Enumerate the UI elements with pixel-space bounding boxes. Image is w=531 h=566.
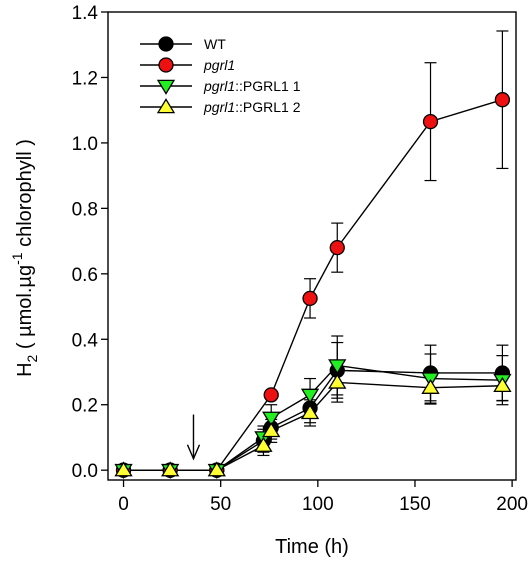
legend-label: pgrl1::PGRL1 1 [203,78,301,94]
legend-marker [158,57,174,73]
y-tick-label: 0.2 [72,396,98,417]
data-point [494,92,511,108]
legend-label-part: ::PGRL1 2 [235,99,301,115]
legend-label-part: ::PGRL1 1 [235,78,301,94]
data-point [262,422,281,438]
plot-frame [107,11,517,481]
data-point [328,359,347,375]
legend-label: WT [204,36,226,52]
data-point [493,376,512,392]
y-axis-title-part: chlorophyll ) [14,139,36,252]
legend-item: WT [140,36,226,52]
y-tick-label: 0.8 [72,199,98,220]
data-point [302,290,318,307]
legend-marker [158,36,174,52]
y-axis-title-part: ( µmol.µg [14,265,36,355]
data-point [328,373,347,389]
legend-label-part: WT [204,36,226,52]
legend-label-part: pgrl1 [203,57,235,73]
y-tick-label: 0.6 [72,265,98,286]
legend-item: pgrl1::PGRL1 2 [140,98,301,115]
error-bars-group [257,30,509,457]
x-axis-title: Time (h) [275,536,349,558]
legend-item: pgrl1::PGRL1 1 [140,78,301,95]
legend-label-part: pgrl1 [203,78,235,94]
x-tick-label: 150 [399,494,431,515]
data-point [254,436,273,452]
data-point [207,461,226,477]
data-point [300,388,320,404]
x-tick-label: 0 [118,494,129,515]
series-line [123,369,503,471]
axis-titles-group: Time (h) H2 ( µmol.µg-1 chlorophyll ) [9,139,349,558]
legend-label: pgrl1::PGRL1 2 [203,99,301,115]
y-tick-label: 1.0 [72,134,98,155]
legend-marker [156,79,176,95]
legend-label: pgrl1 [203,57,235,73]
y-tick-label: 0.4 [72,330,99,351]
data-point [300,404,320,420]
data-point [161,461,180,477]
y-axis-title-part: -1 [9,252,25,265]
legend-label-part: pgrl1 [203,99,235,115]
markers-group [114,92,512,480]
y-tick-label: 1.2 [72,68,98,89]
data-point [262,411,281,427]
y-tick-label: 0.0 [72,461,98,482]
y-axis-title-part: 2 [24,354,40,362]
legend-item: pgrl1 [140,57,235,73]
x-tick-label: 50 [210,494,231,515]
data-point [114,461,133,477]
data-point [329,239,345,256]
y-axis-title: H2 ( µmol.µg-1 chlorophyll ) [9,139,40,377]
x-tick-label: 200 [496,494,528,515]
annotation-group [186,414,201,461]
data-point [421,378,440,394]
legend-marker [156,98,176,114]
data-point [422,113,439,130]
x-tick-label: 100 [302,494,334,515]
axes-group: 0 50 100 150 200 0.0 0.2 0.4 0.6 0.8 1.0 1.2 1.4 [72,3,528,515]
y-axis-title-part: H [14,362,36,376]
arrow-head [186,444,201,461]
y-tick-label: 1.4 [72,3,99,24]
data-point [263,387,279,403]
